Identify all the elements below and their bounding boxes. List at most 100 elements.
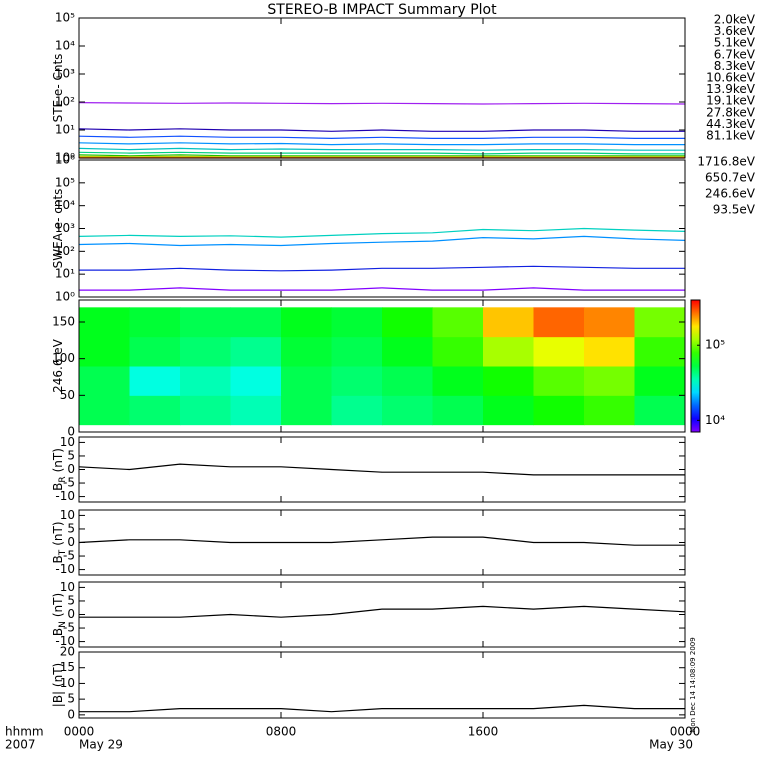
heatmap-cell [281, 307, 332, 338]
y-tick-label: 10⁵ [55, 175, 75, 189]
heatmap-cell [432, 307, 484, 338]
legend-entry: 13.9keV [706, 82, 756, 96]
legend-entry: 1716.8eV [697, 155, 755, 169]
y-tick-label: 0 [67, 535, 75, 549]
heatmap-cell [432, 366, 484, 396]
x-tick-label: 1600 [468, 725, 499, 739]
y-tick-label: -10 [55, 562, 75, 576]
y-tick-label: 10⁴ [55, 39, 75, 53]
y-tick-label: 100 [52, 351, 75, 365]
y-tick-label: 10¹ [55, 123, 75, 137]
y-tick-label: 150 [52, 315, 75, 329]
y-tick-label: 0 [67, 707, 75, 721]
heatmap-cell [584, 366, 635, 396]
y-tick-label: -5 [63, 621, 75, 635]
y-tick-label: 10⁰ [55, 151, 75, 165]
y-axis-title-subscript: N [58, 621, 68, 628]
y-tick-label: 10 [60, 676, 75, 690]
y-axis-title-text: B [51, 628, 65, 636]
y-tick-label: 10¹ [55, 267, 75, 281]
data-line [78, 142, 685, 146]
heatmap-cell [230, 336, 282, 367]
timestamp: Mon Dec 14 14:08:09 2009 [689, 637, 697, 732]
y-tick-label: 10 [60, 580, 75, 594]
heatmap-cell [79, 395, 130, 426]
heatmap-cell [281, 336, 332, 367]
y-tick-label: 10 [60, 508, 75, 522]
data-line [78, 135, 685, 140]
x-tick-label: 0000 [670, 725, 701, 739]
heatmap-cell [483, 366, 534, 396]
y-tick-label: 0 [67, 425, 75, 439]
y-axis-title: STE e- Cnts [51, 54, 65, 123]
legend-entry: 6.7keV [714, 47, 756, 61]
heatmap-cell [634, 307, 686, 338]
y-axis-title: BT (nT) [51, 521, 68, 563]
x-tick-label: 0000 [64, 725, 95, 739]
y-tick-label: 10⁵ [55, 11, 75, 25]
y-tick-label: 10³ [55, 67, 75, 81]
y-tick-label: 10² [55, 244, 75, 258]
heatmap-cell [331, 366, 383, 396]
legend-entry: 3.6keV [714, 24, 756, 38]
heatmap-cell [382, 307, 433, 338]
heatmap-cell [432, 395, 484, 426]
heatmap-cell [180, 395, 231, 426]
heatmap-cell [533, 336, 585, 367]
heatmap-cell [331, 395, 383, 426]
heatmap-cell [129, 307, 181, 338]
y-axis-title-text: B [51, 483, 65, 491]
legend-entry: 8.3keV [714, 59, 756, 73]
heatmap-cell [382, 366, 433, 396]
heatmap-cell [180, 336, 231, 367]
y-axis-title-text: 246.6 eV [51, 338, 65, 393]
heatmap-cell [79, 366, 130, 396]
y-tick-label: 10⁶ [55, 153, 75, 167]
y-tick-label: -5 [63, 476, 75, 490]
heatmap-cell [382, 336, 433, 367]
heatmap-cell [129, 366, 181, 396]
heatmap-cell [533, 307, 585, 338]
y-axis-title-unit: (nT) [51, 521, 65, 545]
y-tick-label: -10 [55, 489, 75, 503]
data-line [79, 605, 686, 618]
legend-entry: 81.1keV [706, 129, 756, 143]
data-line [78, 235, 686, 247]
y-tick-label: 5 [67, 448, 75, 462]
legend-entry: 650.7eV [705, 171, 756, 185]
heatmap-cell [533, 395, 585, 426]
panel-frame [78, 17, 686, 159]
data-line [78, 227, 686, 238]
y-axis-title: |B| (nT) [51, 663, 65, 707]
chart-title: STEREO-B IMPACT Summary Plot [267, 2, 497, 18]
panel-frame [78, 651, 686, 719]
y-axis-title-unit: (nT) [51, 593, 65, 617]
colorbar-tick-label: 10⁵ [705, 338, 725, 352]
y-axis-title-subscript: T [58, 549, 68, 556]
heatmap-cell [634, 395, 686, 426]
heatmap-cell [129, 395, 181, 426]
corner-label: 2007 [5, 738, 36, 752]
data-line [78, 147, 685, 151]
legend-entry: 246.6eV [705, 187, 756, 201]
legend-entry: 19.1keV [706, 94, 756, 108]
y-tick-label: -5 [63, 549, 75, 563]
heatmap-cell [634, 366, 686, 396]
colorbar-tick-label: 10⁴ [705, 413, 725, 427]
data-line [78, 128, 685, 132]
y-axis-title: SWEA e- cnts [51, 189, 65, 269]
y-tick-label: 10 [60, 435, 75, 449]
data-line [79, 265, 685, 272]
y-tick-label: 10⁴ [55, 198, 75, 212]
y-axis-title: 246.6 eV [51, 338, 65, 393]
heatmap-cell [331, 307, 383, 338]
legend-entry: 27.8keV [706, 105, 756, 119]
heatmap-cell [432, 336, 484, 367]
heatmap-cell [331, 336, 383, 367]
heatmap-cell [584, 307, 635, 338]
y-axis-title-text: STE e- Cnts [51, 54, 65, 123]
data-line [79, 287, 685, 291]
date-label: May 29 [79, 738, 123, 752]
y-tick-label: 20 [60, 645, 75, 659]
